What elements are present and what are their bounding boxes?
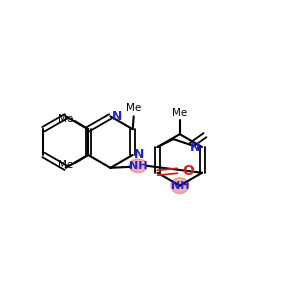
Text: N: N <box>190 140 200 154</box>
Ellipse shape <box>171 178 189 194</box>
Text: NH: NH <box>170 181 189 191</box>
Text: NH: NH <box>129 161 147 171</box>
Text: N: N <box>111 110 122 123</box>
Text: Me: Me <box>58 160 73 170</box>
Text: Me: Me <box>126 103 141 113</box>
Text: O: O <box>182 164 194 178</box>
Text: N: N <box>134 148 144 161</box>
Text: Me: Me <box>58 114 73 124</box>
Text: Me: Me <box>172 108 188 118</box>
Ellipse shape <box>129 159 147 173</box>
